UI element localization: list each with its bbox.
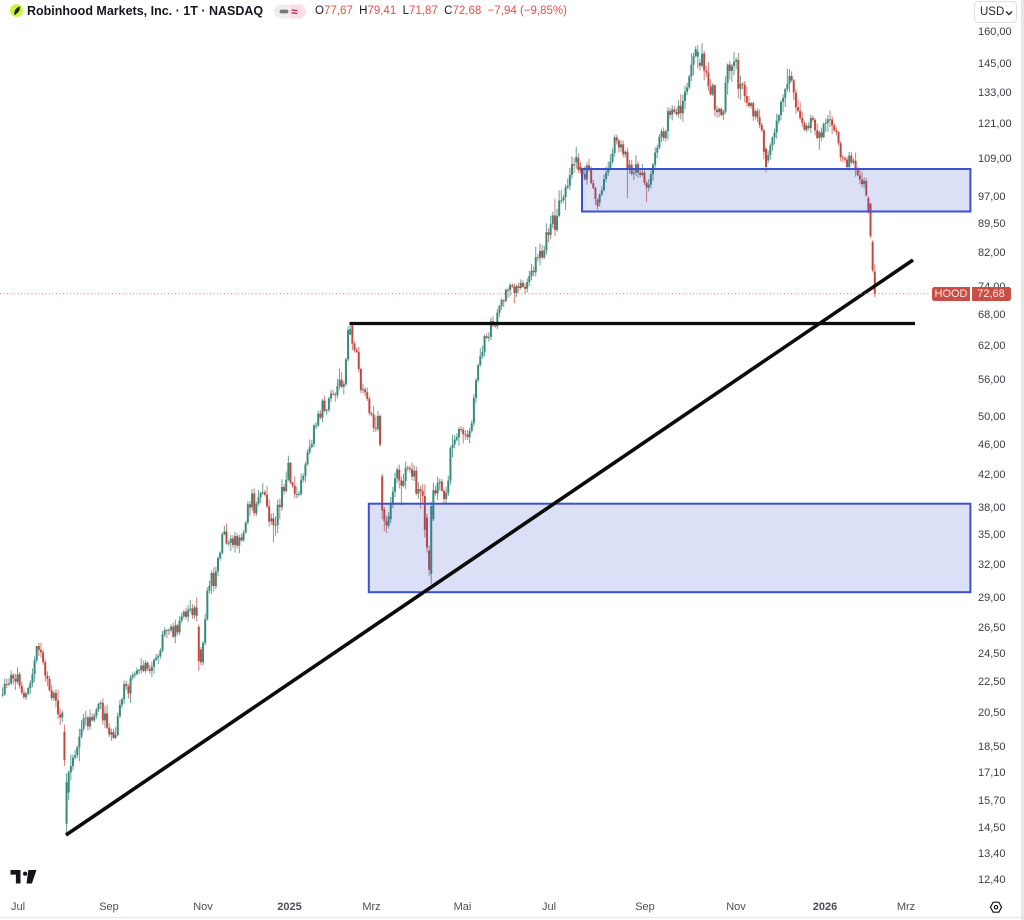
- svg-text:≈: ≈: [291, 7, 298, 19]
